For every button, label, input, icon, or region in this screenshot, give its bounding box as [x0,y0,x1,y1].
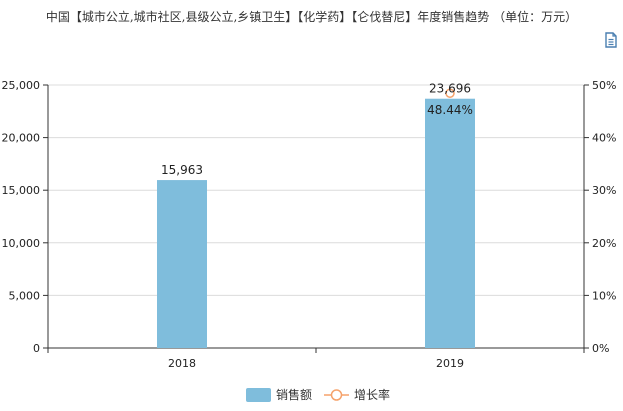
y-right-tick-label: 50% [592,79,616,92]
y-left-tick-label: 15,000 [2,184,41,197]
growth-value-label: 48.44% [427,103,473,117]
bar-value-label: 23,696 [429,82,471,96]
grid-lines [48,84,584,296]
growth-point-2019 [445,88,455,98]
y-left-tick-label: 0 [33,342,40,355]
y-right-tick-label: 30% [592,184,616,197]
data-labels: 15,963 23,696 48.44% [161,82,473,177]
growth-series [445,88,455,98]
legend-bar-label: 销售额 [276,387,312,402]
y-left-tick-label: 5,000 [9,289,41,302]
chart-title: 中国【城市公立,城市社区,县级公立,乡镇卫生】【化学药】【仑伐替尼】年度销售趋势… [45,10,578,24]
y-right-tick-label: 10% [592,289,616,302]
bar-series [157,98,475,348]
y-left-tick-label: 25,000 [2,79,41,92]
legend: 销售额 增长率 [246,387,390,402]
x-tick-label: 2019 [436,357,464,370]
x-tick-label: 2018 [168,357,196,370]
data-view-icon[interactable] [604,32,618,48]
legend-line-label: 增长率 [354,387,390,402]
bar-value-label: 15,963 [161,163,203,177]
y-right-tick-label: 0% [592,342,609,355]
bar-2018 [157,180,207,348]
legend-bar-swatch [246,388,271,402]
y-left-tick-label: 10,000 [2,237,41,250]
y-right-tick-label: 20% [592,237,616,250]
bar-2019 [425,98,475,348]
y-left-tick-label: 20,000 [2,132,41,145]
y-right-tick-label: 40% [592,132,616,145]
axes: 0 5,000 10,000 15,000 20,000 25,000 0% 10% 20% 30… [2,79,617,370]
legend-line-marker [330,389,343,401]
